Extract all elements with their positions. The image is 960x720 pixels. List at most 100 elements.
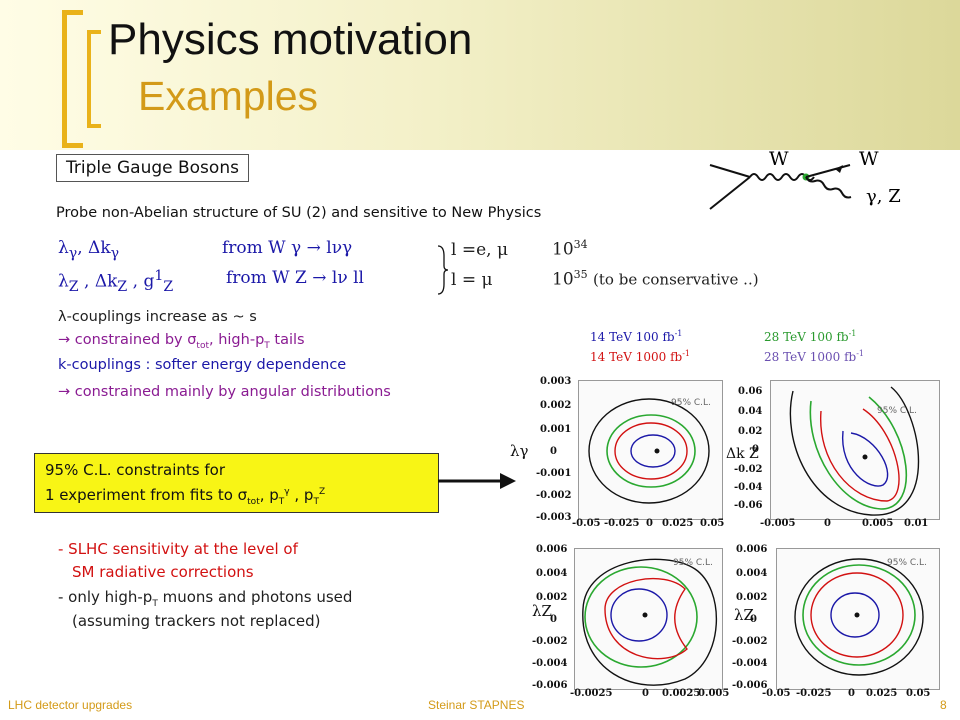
p3-ytick: 0.006 — [536, 544, 568, 555]
p3-xtick: 0.005 — [698, 688, 730, 699]
title-banner — [0, 0, 960, 150]
note-trackers: (assuming trackers not replaced) — [72, 612, 321, 630]
p1-xtick: -0.05 — [572, 518, 601, 529]
p1-xtick: 0.025 — [662, 518, 694, 529]
p2-xtick: 0 — [824, 518, 831, 529]
slide-title: Physics motivation — [108, 15, 473, 64]
slide-subtitle: Examples — [138, 73, 319, 119]
legend-l1-exp: -1 — [674, 329, 683, 338]
p1-xtick: 0 — [646, 518, 653, 529]
yb-sup-g: γ — [284, 487, 290, 497]
p1-ytick: 0.002 — [540, 400, 572, 411]
row1-sub2: γ — [110, 245, 120, 262]
footer-author: Steinar STAPNES — [428, 698, 525, 712]
row1-lumi-exp: 34 — [573, 238, 588, 251]
legend-28tev-1000: 28 TeV 1000 fb-1 — [764, 349, 864, 364]
legend-l2-exp: -1 — [848, 329, 857, 338]
yb-sub-tot: tot — [247, 497, 260, 507]
n3-sub: T — [152, 599, 158, 609]
p4-ytick: -0.004 — [732, 658, 768, 669]
row1-from: from W γ → lνγ — [222, 238, 353, 258]
p2-ytick: -0.04 — [734, 482, 763, 493]
row2-sub3: Z — [163, 279, 174, 296]
p3-ytick: 0.002 — [536, 592, 568, 603]
p3-xtick: 0 — [642, 688, 649, 699]
row2-lumi-exp: 35 — [573, 268, 588, 281]
plot-delta-kz: 0.06 0.04 0.02 0 -0.02 -0.04 -0.06 Δk Z … — [726, 372, 944, 532]
gamma-z-label: γ, Z — [866, 186, 901, 207]
note-high-pt: - only high-pT muons and photons used — [58, 588, 352, 609]
legend-l2: 28 TeV 100 fb — [764, 330, 849, 344]
row2-l: l = μ — [451, 270, 493, 290]
p4-ytick: 0 — [750, 614, 757, 625]
p4-xtick: 0.05 — [906, 688, 931, 699]
legend-l4-exp: -1 — [856, 349, 865, 358]
page-number: 8 — [940, 698, 947, 712]
legend-l1: 14 TeV 100 fb — [590, 330, 675, 344]
b2-sub: tot — [196, 340, 209, 351]
b2-b: , high-p — [209, 332, 265, 348]
yb-sub-t2: T — [313, 497, 319, 507]
arrow-icon — [438, 473, 516, 489]
n3-b: muons and photons used — [157, 588, 353, 606]
probe-text: Probe non-Abelian structure of SU (2) an… — [56, 205, 542, 221]
p4-cl-label: 95% C.L. — [887, 558, 927, 568]
coupling-row-1: λγ, Δkγ — [58, 238, 119, 261]
footer-left: LHC detector upgrades — [8, 698, 133, 712]
constraints-line2: 1 experiment from fits to σtot, pTγ , pT… — [45, 481, 428, 513]
feynman-diagram — [709, 164, 852, 210]
p4-ylabel: λZ — [734, 606, 754, 624]
p4-xtick: 0 — [848, 688, 855, 699]
row1-sub: γ — [68, 245, 78, 262]
p1-ytick: -0.001 — [536, 468, 572, 479]
yb-mid2: , p — [289, 486, 314, 504]
yb-sub-t: T — [278, 497, 285, 507]
b2-a: → constrained by σ — [58, 332, 197, 348]
p2-ytick: -0.06 — [734, 500, 763, 511]
p2-ytick: 0.06 — [738, 386, 763, 397]
p1-ylabel: λγ — [510, 442, 529, 460]
row2-sub2: Z — [117, 279, 128, 296]
row1-lumi: 1034 — [552, 238, 588, 260]
p3-cl-label: 95% C.L. — [673, 558, 713, 568]
b2-sub2: T — [264, 340, 270, 351]
p4-ytick: -0.002 — [732, 636, 768, 647]
p1-ytick: -0.003 — [536, 512, 572, 523]
row2-from: from W Z → lν ll — [226, 268, 364, 288]
p2-ytick: 0.04 — [738, 406, 763, 417]
b2-c: tails — [269, 332, 305, 348]
p3-ytick: -0.002 — [532, 636, 568, 647]
p2-cl-label: 95% C.L. — [877, 406, 917, 416]
row1-left: λ — [58, 238, 69, 258]
row2-sub: Z — [68, 279, 79, 296]
p1-xtick: -0.025 — [604, 518, 640, 529]
p1-cl-label: 95% C.L. — [671, 398, 711, 408]
p2-ytick: 0.02 — [738, 426, 763, 437]
p1-ytick: 0.003 — [540, 376, 572, 387]
yb-a: 1 experiment from fits to σ — [45, 486, 248, 504]
legend-l3: 14 TeV 1000 fb — [590, 350, 683, 364]
p2-ylabel: Δk Z — [726, 446, 759, 462]
p2-xtick: 0.005 — [862, 518, 894, 529]
p3-ytick: -0.006 — [532, 680, 568, 691]
legend-14tev-100: 14 TeV 100 fb-1 — [590, 329, 682, 344]
bracket-decoration-inner — [87, 30, 101, 128]
p3-xtick: 0.0025 — [662, 688, 701, 699]
p2-xtick: -0.005 — [760, 518, 796, 529]
p3-ylabel: λZ — [532, 602, 552, 620]
legend-l3-exp: -1 — [682, 349, 691, 358]
yb-sup-z: Z — [318, 487, 326, 497]
legend-14tev-1000: 14 TeV 1000 fb-1 — [590, 349, 690, 364]
bullet-angular: → constrained mainly by angular distribu… — [58, 384, 391, 400]
p1-xtick: 0.05 — [700, 518, 725, 529]
row2-note: (to be conservative ..) — [593, 270, 759, 289]
p2-ytick: 0 — [752, 444, 759, 455]
p2-canvas: 95% C.L. — [770, 380, 940, 520]
p3-ytick: 0.004 — [536, 568, 568, 579]
row2-lumi: 1035 (to be conservative ..) — [552, 268, 759, 290]
p3-xtick: -0.0025 — [570, 688, 613, 699]
p4-xtick: -0.05 — [762, 688, 791, 699]
brace-icon — [437, 245, 449, 295]
note-slhc: - SLHC sensitivity at the level of — [58, 540, 298, 558]
bullet-constrained-tot: → constrained by σtot, high-pT tails — [58, 332, 305, 351]
